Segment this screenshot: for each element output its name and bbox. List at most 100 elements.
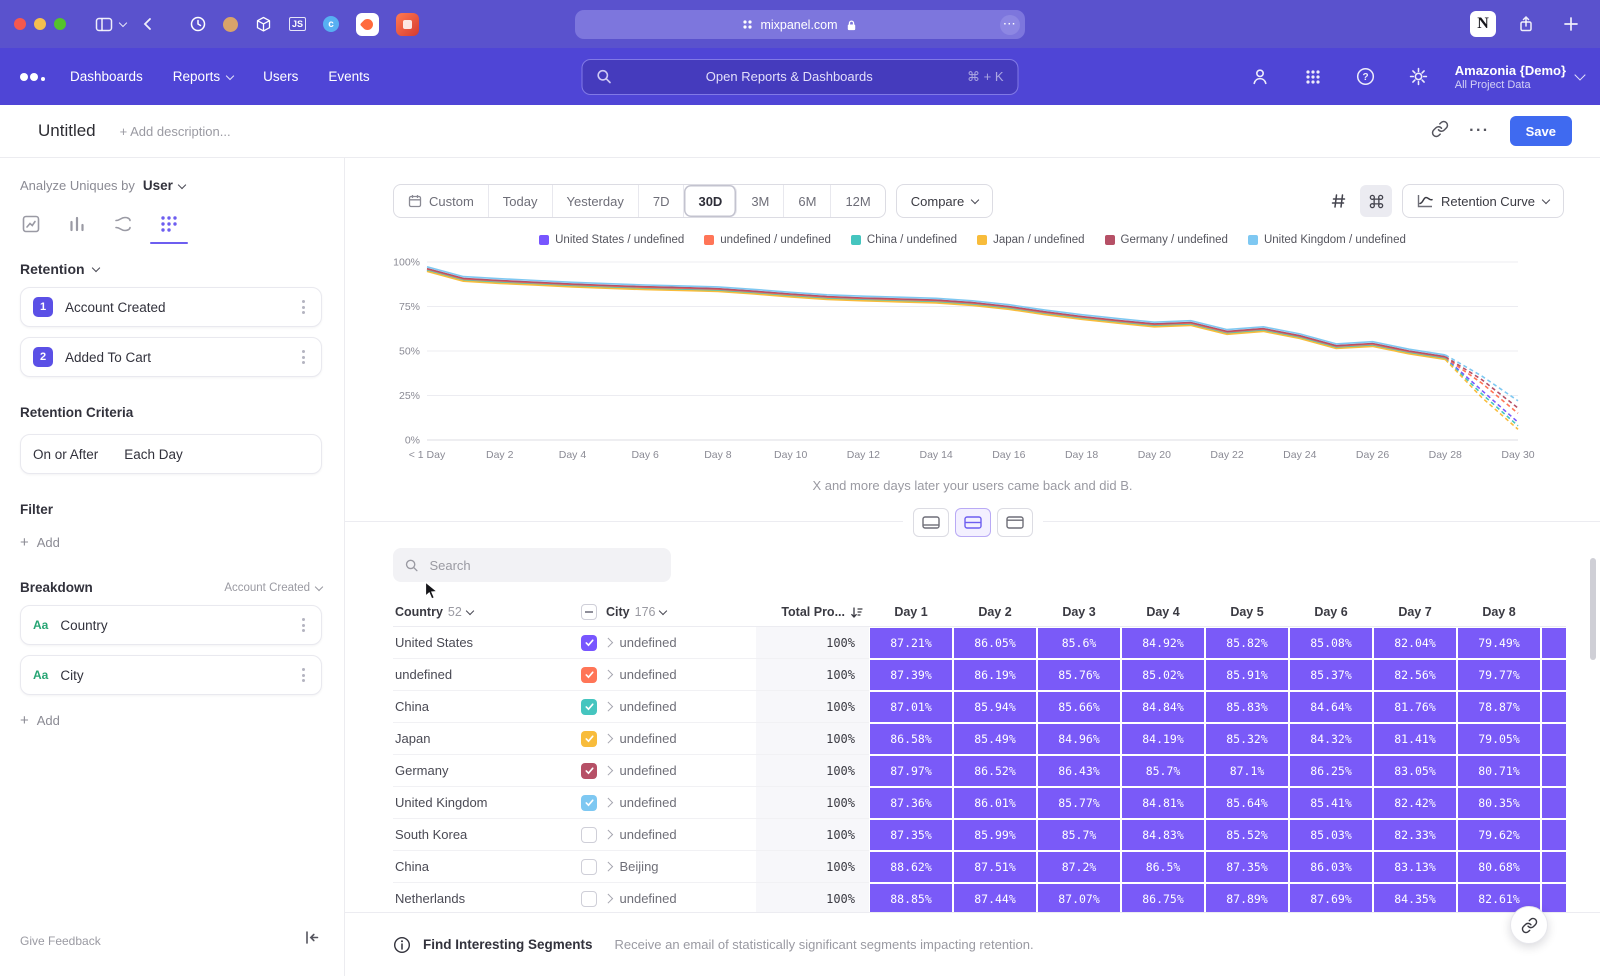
row-expand-icon[interactable] — [604, 734, 613, 743]
extension-clock-icon[interactable] — [190, 16, 206, 32]
city-column-header[interactable]: City176 — [581, 604, 756, 620]
apps-grid-icon[interactable] — [1304, 68, 1322, 86]
table-row[interactable]: Netherlandsundefined100%88.85%87.44%87.0… — [393, 883, 1566, 915]
row-checkbox[interactable] — [581, 795, 597, 811]
global-search[interactable]: Open Reports & Dashboards ⌘ + K — [582, 59, 1019, 95]
table-row[interactable]: Germanyundefined100%87.97%86.52%86.43%85… — [393, 755, 1566, 787]
url-bar[interactable]: mixpanel.com ··· — [575, 10, 1025, 39]
add-description-link[interactable]: + Add description... — [120, 124, 231, 139]
kebab-menu-icon[interactable] — [298, 614, 309, 636]
nav-item-events[interactable]: Events — [328, 69, 369, 84]
tab-funnels[interactable] — [66, 213, 88, 235]
row-expand-icon[interactable] — [604, 830, 613, 839]
row-expand-icon[interactable] — [604, 638, 613, 647]
kebab-menu-icon[interactable] — [298, 296, 309, 318]
table-row[interactable]: South Koreaundefined100%87.35%85.99%85.7… — [393, 819, 1566, 851]
date-range-6m[interactable]: 6M — [784, 185, 831, 217]
row-expand-icon[interactable] — [604, 766, 613, 775]
row-checkbox[interactable] — [581, 891, 597, 907]
nav-item-reports[interactable]: Reports — [173, 69, 233, 84]
row-checkbox[interactable] — [581, 859, 597, 875]
extension-app-icon[interactable] — [396, 13, 419, 36]
view-toggle-table[interactable] — [997, 508, 1033, 537]
nav-item-users[interactable]: Users — [263, 69, 298, 84]
chart-type-select[interactable]: Retention Curve — [1402, 184, 1564, 218]
row-checkbox[interactable] — [581, 699, 597, 715]
criteria-each-day[interactable]: Each Day — [124, 447, 183, 462]
data-management-icon[interactable] — [1250, 67, 1270, 86]
tab-retention[interactable] — [158, 213, 180, 235]
notion-icon[interactable]: N — [1470, 11, 1496, 37]
project-switcher[interactable]: Amazonia {Demo} All Project Data — [1455, 63, 1584, 91]
legend-item[interactable]: Germany / undefined — [1105, 234, 1228, 246]
table-row[interactable]: Japanundefined100%86.58%85.49%84.96%84.1… — [393, 723, 1566, 755]
tab-flows[interactable] — [112, 213, 134, 235]
row-expand-icon[interactable] — [604, 798, 613, 807]
row-checkbox[interactable] — [581, 667, 597, 683]
view-toggle-split[interactable] — [955, 508, 991, 537]
number-format-button[interactable] — [1322, 185, 1354, 217]
row-checkbox[interactable] — [581, 635, 597, 651]
analyze-value[interactable]: User — [143, 178, 173, 193]
new-tab-icon[interactable] — [1563, 16, 1579, 32]
tab-insights[interactable] — [20, 213, 42, 235]
row-expand-icon[interactable] — [604, 702, 613, 711]
retention-step[interactable]: 1Account Created — [20, 287, 322, 327]
row-checkbox[interactable] — [581, 731, 597, 747]
window-close-button[interactable] — [14, 18, 26, 30]
more-options-icon[interactable]: ··· — [1469, 122, 1489, 140]
url-more-button[interactable]: ··· — [1000, 15, 1020, 35]
retention-section-toggle[interactable]: Retention — [20, 261, 322, 277]
table-search[interactable] — [393, 548, 671, 582]
legend-item[interactable]: United Kingdom / undefined — [1248, 234, 1406, 246]
select-all-checkbox[interactable] — [581, 604, 597, 620]
date-range-today[interactable]: Today — [489, 185, 553, 217]
row-checkbox[interactable] — [581, 763, 597, 779]
chevron-down-icon[interactable] — [119, 19, 127, 27]
browser-sidebar-toggle-icon[interactable] — [95, 16, 113, 33]
date-range-yesterday[interactable]: Yesterday — [553, 185, 639, 217]
date-range-30d[interactable]: 30D — [684, 185, 737, 217]
nav-item-dashboards[interactable]: Dashboards — [70, 69, 143, 84]
report-title[interactable]: Untitled — [38, 121, 96, 141]
row-expand-icon[interactable] — [604, 670, 613, 679]
settings-gear-icon[interactable] — [1409, 67, 1428, 86]
view-toggle-compact[interactable] — [913, 508, 949, 537]
back-icon[interactable] — [140, 16, 156, 32]
total-column-header[interactable]: Total Pro... — [756, 605, 869, 619]
table-row[interactable]: Chinaundefined100%87.01%85.94%85.66%84.8… — [393, 691, 1566, 723]
share-link-button[interactable] — [1510, 906, 1548, 944]
breakdown-item[interactable]: AaCountry — [20, 605, 322, 645]
save-button[interactable]: Save — [1510, 116, 1572, 146]
criteria-on-or-after[interactable]: On or After — [33, 447, 98, 462]
legend-item[interactable]: undefined / undefined — [704, 234, 831, 246]
extension-arc-icon[interactable] — [356, 13, 379, 36]
country-column-header[interactable]: Country52 — [393, 605, 581, 619]
vertical-scrollbar[interactable] — [1590, 558, 1596, 660]
table-row[interactable]: ChinaBeijing100%88.62%87.51%87.2%86.5%87… — [393, 851, 1566, 883]
date-range-custom[interactable]: Custom — [394, 185, 489, 217]
legend-item[interactable]: Japan / undefined — [977, 234, 1084, 246]
breakdown-item[interactable]: AaCity — [20, 655, 322, 695]
help-icon[interactable]: ? — [1356, 67, 1375, 86]
copy-link-icon[interactable] — [1431, 120, 1449, 143]
add-breakdown-button[interactable]: + Add — [20, 713, 322, 728]
share-icon[interactable] — [1517, 15, 1535, 33]
search-input[interactable] — [427, 557, 659, 574]
retention-chart[interactable]: 0%25%50%75%100%< 1 DayDay 2Day 4Day 6Day… — [393, 254, 1564, 468]
breakdown-scope-selector[interactable]: Account Created — [224, 582, 322, 594]
collapse-sidebar-icon[interactable] — [304, 930, 320, 950]
table-row[interactable]: United Kingdomundefined100%87.36%86.01%8… — [393, 787, 1566, 819]
row-expand-icon[interactable] — [604, 894, 613, 903]
table-row[interactable]: United Statesundefined100%87.21%86.05%85… — [393, 627, 1566, 659]
retention-criteria-card[interactable]: On or After Each Day — [20, 434, 322, 474]
compare-button[interactable]: Compare — [896, 184, 993, 218]
row-expand-icon[interactable] — [604, 862, 613, 871]
give-feedback-link[interactable]: Give Feedback — [20, 934, 101, 948]
keyboard-shortcuts-button[interactable] — [1360, 185, 1392, 217]
table-row[interactable]: undefinedundefined100%87.39%86.19%85.76%… — [393, 659, 1566, 691]
date-range-3m[interactable]: 3M — [737, 185, 784, 217]
date-range-12m[interactable]: 12M — [831, 185, 884, 217]
extension-js-icon[interactable]: JS — [289, 17, 306, 31]
window-minimize-button[interactable] — [34, 18, 46, 30]
